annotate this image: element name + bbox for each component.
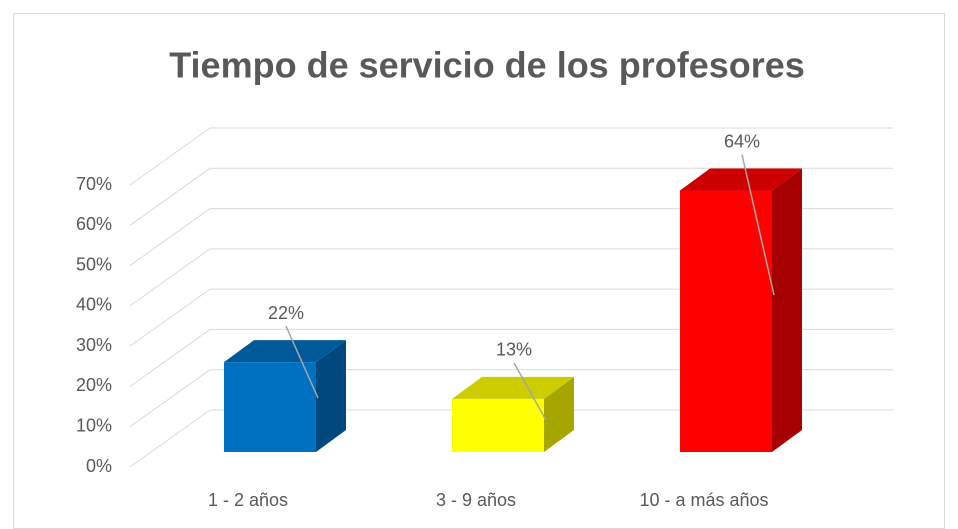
grid-line: [129, 208, 211, 266]
bar-top: [452, 376, 574, 399]
grid-line: [129, 127, 211, 186]
y-tick-label: 60%: [76, 214, 112, 234]
y-tick-label: 50%: [76, 254, 112, 274]
bar-top: [680, 168, 802, 191]
y-tick-label: 30%: [76, 335, 112, 355]
bar: [452, 398, 544, 452]
data-label: 64%: [724, 131, 760, 151]
leader-line: [285, 325, 319, 399]
grid-line: [129, 409, 211, 468]
leader-line: [741, 154, 775, 296]
bar: [680, 190, 772, 452]
leader-line: [513, 362, 547, 421]
grid-line: [129, 369, 211, 428]
x-tick-label: 10 - a más años: [639, 490, 768, 510]
y-tick-label: 40%: [76, 295, 112, 315]
bar-side: [772, 168, 802, 452]
y-tick-label: 0%: [86, 456, 112, 476]
y-tick-label: 10%: [76, 415, 112, 435]
x-tick-label: 3 - 9 años: [436, 490, 516, 510]
bar-side: [544, 376, 574, 452]
grid-line: [129, 167, 211, 226]
grid-line: [129, 329, 211, 387]
bar-top: [224, 340, 346, 363]
grid-line: [129, 288, 211, 347]
chart-title: Tiempo de servicio de los profesores: [169, 45, 805, 86]
data-label: 22%: [268, 303, 304, 323]
y-tick-label: 20%: [76, 375, 112, 395]
y-tick-label: 70%: [76, 174, 112, 194]
grid-line: [129, 248, 211, 307]
bar-side: [316, 340, 346, 452]
data-label: 13%: [496, 340, 532, 360]
bar: [224, 362, 316, 452]
x-tick-label: 1 - 2 años: [208, 490, 288, 510]
